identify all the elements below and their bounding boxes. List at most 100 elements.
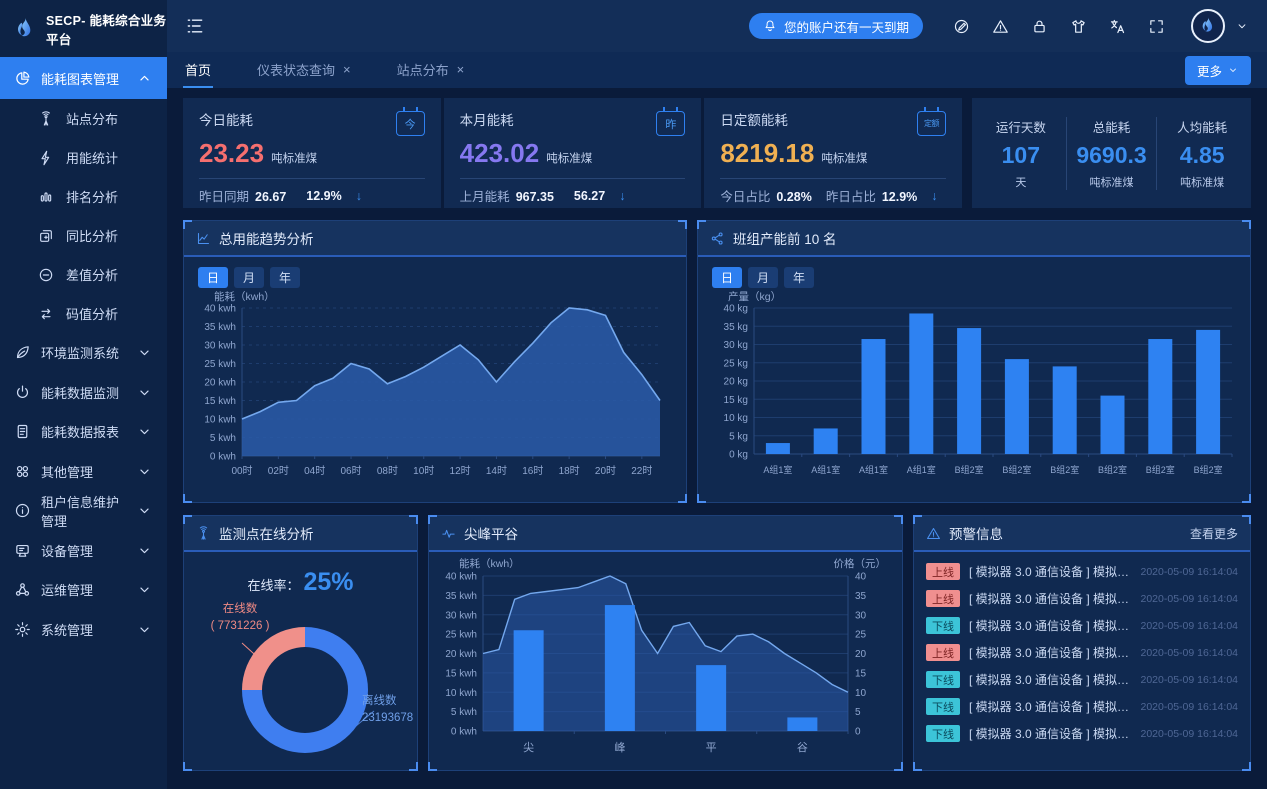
summary-col: 人均能耗 4.85 吨标准煤 — [1156, 116, 1247, 190]
card-value: 423.02 吨标准煤 — [459, 138, 593, 168]
alert-list: 上线 [ 模拟器 3.0 通信设备 ] 模拟器 3.0... 2020-05-09 … — [914, 552, 1250, 747]
svg-text:B组2室: B组2室 — [1098, 464, 1127, 475]
sidebar-item[interactable]: 租户信息维护管理 — [0, 491, 167, 531]
view-more-link[interactable]: 查看更多 — [1189, 526, 1238, 541]
lock-icon[interactable] — [1031, 18, 1048, 35]
tab-站点分布[interactable]: 站点分布 × — [395, 52, 467, 88]
alert-row[interactable]: 下线 [ 模拟器 3.0 通信设备 ] 模拟器 3.0... 2020-05-09 … — [926, 693, 1238, 720]
sidebar-item[interactable]: 运维管理 — [0, 570, 167, 610]
fullscreen-icon[interactable] — [1148, 18, 1165, 35]
online-donut-chart[interactable] — [242, 627, 368, 753]
status-badge: 下线 — [926, 698, 960, 715]
sidebar-subitem[interactable]: 用能统计 — [0, 138, 167, 177]
panel-body: 在线率： 25% 在线数 ( 7731226 ) 离线数 — [184, 552, 417, 776]
chevron-down-icon — [136, 344, 153, 361]
sidebar-subitem[interactable]: 码值分析 — [0, 294, 167, 333]
toggle-月[interactable]: 月 — [748, 267, 778, 288]
tshirt-icon[interactable] — [1070, 18, 1087, 35]
translate-icon[interactable] — [1109, 18, 1126, 35]
card-title: 今日能耗 — [199, 113, 253, 128]
tab-close-icon[interactable]: × — [456, 61, 465, 77]
svg-text:0: 0 — [855, 727, 861, 738]
svg-text:0 kwh: 0 kwh — [451, 727, 477, 738]
toggle-日[interactable]: 日 — [712, 267, 742, 288]
sidebar-item-label: 能耗数据监测 — [41, 385, 120, 401]
alert-row[interactable]: 上线 [ 模拟器 3.0 通信设备 ] 模拟器 3.0... 2020-05-09 … — [926, 585, 1238, 612]
sidebar-subitem[interactable]: 同比分析 — [0, 216, 167, 255]
svg-text:15: 15 — [855, 668, 867, 679]
sidebar-item[interactable]: 能耗数据报表 — [0, 412, 167, 452]
sidebar-item[interactable]: 能耗数据监测 — [0, 373, 167, 413]
svg-text:25: 25 — [855, 630, 867, 641]
notification-pill[interactable]: 您的账户还有一天到期 — [748, 13, 923, 39]
sidebar-item[interactable]: 其他管理 — [0, 452, 167, 492]
summary-panel: 运行天数 107 天 总能耗 9690.3 吨标准煤 人均能耗 4.85 吨标准煤 — [972, 98, 1251, 208]
svg-text:25 kg: 25 kg — [724, 358, 748, 369]
svg-text:5 kg: 5 kg — [729, 431, 748, 442]
alert-row[interactable]: 下线 [ 模拟器 3.0 通信设备 ] 模拟器 3.0... 2020-05-09 … — [926, 612, 1238, 639]
sidebar-subitem[interactable]: 差值分析 — [0, 255, 167, 294]
power-icon — [14, 384, 31, 401]
panel-header: 监测点在线分析 — [184, 516, 417, 552]
alert-row[interactable]: 下线 [ 模拟器 3.0 通信设备 ] 模拟器 3.0... 2020-05-09 … — [926, 720, 1238, 747]
svg-text:20 kwh: 20 kwh — [204, 378, 236, 389]
corner-tick — [678, 494, 687, 503]
sidebar-item[interactable]: 设备管理 — [0, 531, 167, 571]
svg-text:15 kg: 15 kg — [724, 395, 748, 406]
sidebar-item[interactable]: 环境监测系统 — [0, 333, 167, 373]
palette-icon[interactable] — [953, 18, 970, 35]
panel-title: 预警信息 — [949, 527, 1003, 542]
sidebar-subitem[interactable]: 排名分析 — [0, 177, 167, 216]
corner-tick — [894, 762, 903, 771]
user-chevron-down-icon[interactable] — [1235, 19, 1249, 33]
status-badge: 上线 — [926, 563, 960, 580]
tab-首页[interactable]: 首页 — [183, 52, 214, 88]
alert-row[interactable]: 上线 [ 模拟器 3.0 通信设备 ] 模拟器 3.0... 2020-05-09 … — [926, 639, 1238, 666]
panel-title: 总用能趋势分析 — [219, 232, 314, 247]
svg-text:产量（kg）: 产量（kg） — [728, 290, 781, 303]
toggle-日[interactable]: 日 — [198, 267, 228, 288]
toggle-年[interactable]: 年 — [784, 267, 814, 288]
corner-tick — [1242, 220, 1251, 229]
minuscircle-icon — [38, 267, 54, 283]
chart-row: 总用能趋势分析 日月年 0 kwh 5 kwh 10 kwh 15 kwh 20 kwh… — [183, 220, 1251, 503]
card-unit: 吨标准煤 — [546, 153, 593, 165]
sidebar-item-label: 其他管理 — [41, 464, 94, 480]
panel-peak-valley: 尖峰平谷 0 kwh 0 5 kwh 5 10 kwh 10 15 kwh 15 20 kwh 2… — [428, 515, 903, 771]
svg-text:18时: 18时 — [559, 465, 580, 477]
sidebar-item-parent[interactable]: 能耗图表管理 — [0, 57, 167, 99]
bell-icon — [763, 19, 777, 33]
summary-col: 运行天数 107 天 — [976, 117, 1066, 190]
corner-tick — [894, 515, 903, 524]
alert-row[interactable]: 上线 [ 模拟器 3.0 通信设备 ] 模拟器 3.0... 2020-05-09 … — [926, 558, 1238, 585]
card-footer: 上月能耗 967.35 56.27 ↓ — [459, 178, 686, 205]
peak-valley-chart: 0 kwh 0 5 kwh 5 10 kwh 10 15 kwh 15 20 kwh 20 25 k… — [445, 557, 886, 754]
panel-energy-trend: 总用能趋势分析 日月年 0 kwh 5 kwh 10 kwh 15 kwh 20 kwh… — [183, 220, 687, 503]
avatar[interactable] — [1191, 9, 1225, 43]
chevron-down-icon — [136, 502, 153, 519]
card-footer-item: 昨日占比 12.9% — [825, 190, 918, 204]
toggle-月[interactable]: 月 — [234, 267, 264, 288]
sidebar-subitem[interactable]: 站点分布 — [0, 99, 167, 138]
svg-text:15 kwh: 15 kwh — [204, 396, 236, 407]
svg-text:15 kwh: 15 kwh — [445, 668, 477, 679]
svg-text:20 kg: 20 kg — [724, 377, 748, 388]
online-count-label: 在线数 ( 7731226 ) — [210, 603, 270, 633]
swap-icon — [38, 306, 54, 322]
card-footer: 今日占比 0.28% 昨日占比 12.9% ↓ — [720, 178, 947, 205]
sidebar-item-label: 能耗数据报表 — [41, 425, 120, 441]
alert-time: 2020-05-09 16:14:04 — [1140, 700, 1239, 713]
menu-collapse-icon[interactable] — [185, 16, 205, 36]
corner-tick — [409, 515, 418, 524]
alert-row[interactable]: 下线 [ 模拟器 3.0 通信设备 ] 模拟器 3.0... 2020-05-09 … — [926, 666, 1238, 693]
svg-text:B组2室: B组2室 — [1002, 464, 1031, 475]
tab-close-icon[interactable]: × — [343, 61, 351, 77]
more-button[interactable]: 更多 — [1184, 55, 1251, 85]
tab-仪表状态查询[interactable]: 仪表状态查询 × — [255, 52, 353, 88]
topbar: 您的账户还有一天到期 — [167, 0, 1267, 52]
svg-text:35 kg: 35 kg — [724, 322, 748, 333]
alert-text: [ 模拟器 3.0 通信设备 ] 模拟器 3.0... — [969, 700, 1132, 714]
toggle-年[interactable]: 年 — [270, 267, 300, 288]
sidebar-item[interactable]: 系统管理 — [0, 610, 167, 650]
warning-icon[interactable] — [992, 18, 1009, 35]
